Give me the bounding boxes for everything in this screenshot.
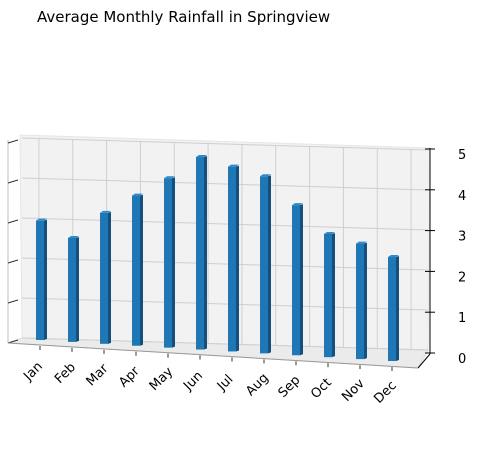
z-tick-label: 0 — [458, 352, 466, 367]
grid-line-z — [21, 177, 429, 191]
bar-side-jan — [44, 219, 47, 340]
bar-aug — [260, 176, 268, 354]
bar-side-oct — [332, 232, 335, 358]
bar-feb — [68, 237, 76, 342]
chart-title: Average Monthly Rainfall in Springview — [37, 8, 331, 26]
grid-line-z — [21, 217, 429, 231]
bar-top-dec — [388, 255, 399, 258]
bar-side-may — [172, 177, 175, 348]
bar-oct — [324, 233, 332, 358]
bar-top-apr — [132, 193, 143, 196]
bar-jun — [196, 157, 204, 350]
x-tick-label: Jan — [20, 359, 45, 384]
x-tick-label: May — [147, 364, 177, 394]
bar-top-mar — [100, 210, 111, 213]
left-tick — [7, 299, 19, 304]
bar-side-apr — [140, 194, 143, 346]
grid-line-z — [21, 137, 429, 151]
bar-top-feb — [68, 235, 79, 238]
bar-side-dec — [396, 256, 399, 361]
bar-side-nov — [364, 242, 367, 360]
x-tick-label: Jul — [214, 372, 236, 394]
z-tick-label: 5 — [458, 148, 466, 163]
z-tick-label: 3 — [458, 230, 466, 245]
bar-side-jun — [204, 156, 207, 350]
bar-side-mar — [108, 211, 111, 344]
bar-side-sep — [300, 204, 303, 356]
bar-top-oct — [324, 231, 335, 234]
bar-top-nov — [356, 241, 367, 244]
bar-apr — [132, 195, 140, 346]
x-tick-label: Apr — [116, 364, 143, 391]
bar-jul — [228, 166, 236, 352]
x-tick-label: Nov — [339, 376, 368, 405]
x-tick-label: Dec — [371, 378, 399, 406]
left-tick — [7, 219, 19, 224]
bar-top-aug — [260, 174, 271, 177]
z-tick-label: 2 — [458, 270, 466, 285]
z-axis-foot — [417, 353, 431, 369]
bar-top-sep — [292, 203, 303, 206]
left-tick — [7, 179, 19, 184]
bar-may — [164, 178, 172, 348]
x-tick-label: Mar — [84, 361, 112, 389]
bar-mar — [100, 212, 108, 344]
back-pane — [19, 134, 431, 351]
bar-nov — [356, 243, 364, 360]
bar-jan — [36, 220, 44, 340]
x-tick-label: Feb — [52, 360, 79, 387]
left-tick — [7, 339, 19, 344]
bar-top-jun — [196, 155, 207, 158]
left-tick — [7, 139, 19, 144]
x-axis-edge — [7, 342, 419, 369]
z-tick-label: 1 — [458, 311, 466, 326]
x-tick-label: Sep — [276, 373, 304, 401]
bar-side-aug — [268, 175, 271, 354]
bar-top-jan — [36, 218, 47, 221]
bar-top-jul — [228, 164, 239, 167]
bar-side-jul — [236, 165, 239, 352]
bar-top-may — [164, 176, 175, 179]
left-tick — [7, 259, 19, 264]
bar-side-feb — [76, 236, 79, 342]
x-tick-label: Aug — [243, 371, 272, 400]
z-tick-label: 4 — [458, 189, 466, 204]
x-tick-label: Jun — [180, 369, 206, 395]
bar-dec — [388, 257, 396, 361]
x-tick-label: Oct — [308, 375, 335, 402]
bar-sep — [292, 205, 300, 356]
